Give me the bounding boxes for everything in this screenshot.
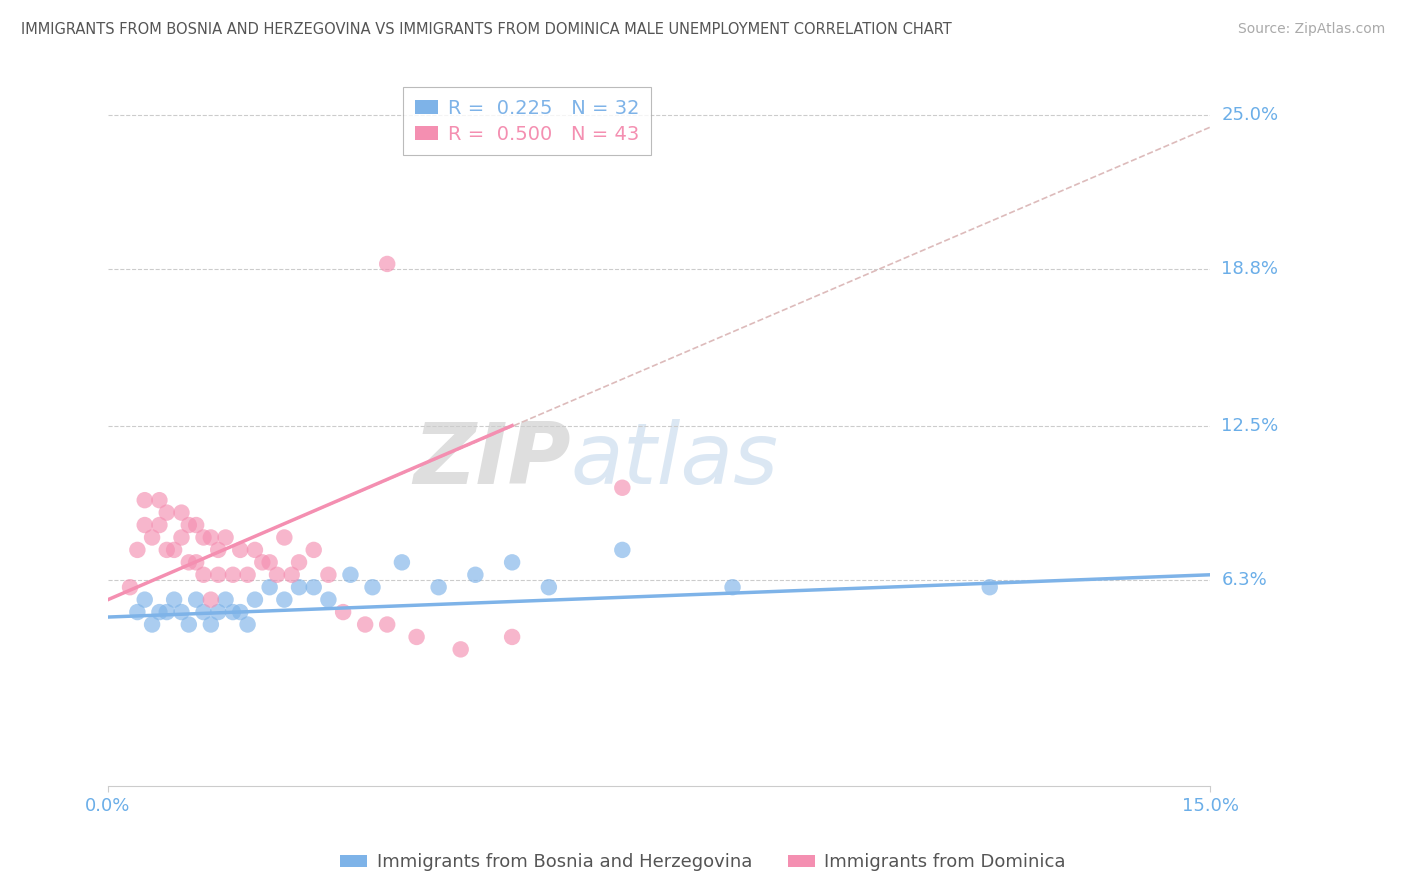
Point [148, 518, 170, 533]
Point [537, 580, 560, 594]
Point [354, 617, 377, 632]
Point [207, 542, 229, 557]
Point [236, 617, 259, 632]
Point [612, 542, 634, 557]
Point [207, 605, 229, 619]
Point [280, 567, 302, 582]
Text: Source: ZipAtlas.com: Source: ZipAtlas.com [1237, 22, 1385, 37]
Point [200, 617, 222, 632]
Point [391, 555, 413, 569]
Point [193, 605, 215, 619]
Point [170, 605, 193, 619]
Point [214, 531, 236, 545]
Point [288, 555, 311, 569]
Point [186, 518, 208, 533]
Point [148, 605, 170, 619]
Point [243, 542, 266, 557]
Point [302, 542, 325, 557]
Point [318, 592, 340, 607]
Text: IMMIGRANTS FROM BOSNIA AND HERZEGOVINA VS IMMIGRANTS FROM DOMINICA MALE UNEMPLOY: IMMIGRANTS FROM BOSNIA AND HERZEGOVINA V… [21, 22, 952, 37]
Point [979, 580, 1001, 594]
Point [721, 580, 744, 594]
Point [170, 506, 193, 520]
Text: ZIP: ZIP [413, 418, 571, 501]
Point [193, 531, 215, 545]
Point [141, 531, 163, 545]
Point [127, 605, 149, 619]
Point [450, 642, 472, 657]
Point [200, 592, 222, 607]
Point [259, 555, 281, 569]
Point [318, 567, 340, 582]
Point [148, 493, 170, 508]
Point [193, 567, 215, 582]
Point [177, 518, 200, 533]
Point [186, 592, 208, 607]
Text: 18.8%: 18.8% [1222, 260, 1278, 278]
Point [134, 592, 156, 607]
Point [266, 567, 288, 582]
Point [214, 592, 236, 607]
Point [501, 630, 523, 644]
Legend: Immigrants from Bosnia and Herzegovina, Immigrants from Dominica: Immigrants from Bosnia and Herzegovina, … [333, 847, 1073, 879]
Point [156, 506, 179, 520]
Point [243, 592, 266, 607]
Point [177, 617, 200, 632]
Point [273, 592, 295, 607]
Text: 12.5%: 12.5% [1222, 417, 1278, 434]
Legend: R =  0.225   N = 32, R =  0.500   N = 43: R = 0.225 N = 32, R = 0.500 N = 43 [404, 87, 651, 155]
Point [273, 531, 295, 545]
Point [229, 542, 252, 557]
Point [405, 630, 427, 644]
Point [427, 580, 450, 594]
Point [163, 592, 186, 607]
Point [134, 493, 156, 508]
Point [170, 531, 193, 545]
Point [288, 580, 311, 594]
Point [332, 605, 354, 619]
Point [156, 605, 179, 619]
Text: atlas: atlas [571, 418, 779, 501]
Point [207, 567, 229, 582]
Point [375, 257, 398, 271]
Point [361, 580, 384, 594]
Point [177, 555, 200, 569]
Point [501, 555, 523, 569]
Point [118, 580, 141, 594]
Point [222, 605, 245, 619]
Point [252, 555, 274, 569]
Point [156, 542, 179, 557]
Point [229, 605, 252, 619]
Text: 25.0%: 25.0% [1222, 106, 1278, 124]
Point [141, 617, 163, 632]
Point [163, 542, 186, 557]
Point [259, 580, 281, 594]
Point [375, 617, 398, 632]
Point [186, 555, 208, 569]
Text: 6.3%: 6.3% [1222, 571, 1267, 589]
Point [127, 542, 149, 557]
Point [612, 481, 634, 495]
Point [222, 567, 245, 582]
Point [134, 518, 156, 533]
Point [302, 580, 325, 594]
Point [339, 567, 361, 582]
Point [464, 567, 486, 582]
Point [200, 531, 222, 545]
Point [236, 567, 259, 582]
